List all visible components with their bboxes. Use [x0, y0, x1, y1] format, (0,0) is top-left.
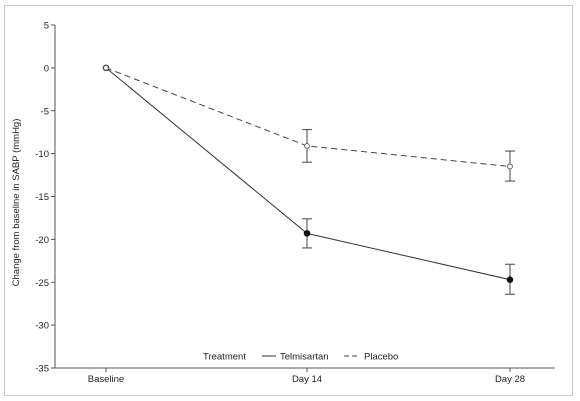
y-axis-title: Change from baseline in SABP (mmHg) — [11, 119, 22, 287]
y-tick-label: -15 — [35, 192, 49, 203]
y-tick-labels: 5 0 -5 -10 -15 -20 -25 -30 -35 — [35, 21, 49, 375]
y-tick-label: -5 — [41, 106, 49, 117]
chart-frame: 5 0 -5 -10 -15 -20 -25 -30 -35 Baseline Day 14 Day… — [4, 5, 573, 396]
data-point-placebo — [304, 143, 310, 149]
y-tick-label: 5 — [44, 21, 49, 32]
x-tick-label: Baseline — [88, 374, 124, 385]
legend-label-telmisartan: Telmisartan — [280, 352, 329, 363]
legend: Treatment Telmisartan Placebo — [203, 352, 398, 363]
x-tick-label: Day 28 — [495, 374, 525, 385]
x-tick-label: Day 14 — [292, 374, 322, 385]
series-layer — [102, 64, 515, 295]
y-tick-label: -10 — [35, 149, 49, 160]
line-chart: 5 0 -5 -10 -15 -20 -25 -30 -35 Baseline Day 14 Day… — [11, 21, 555, 385]
x-tick-labels: Baseline Day 14 Day 28 — [88, 374, 525, 385]
legend-label-placebo: Placebo — [364, 352, 398, 363]
y-tick-label: -25 — [35, 278, 49, 289]
data-point-placebo — [103, 64, 109, 71]
y-tick-label: -30 — [35, 321, 49, 332]
axes — [51, 24, 555, 372]
data-point-telmisartan — [506, 276, 514, 283]
legend-title: Treatment — [203, 352, 246, 363]
y-tick-label: -20 — [35, 235, 49, 246]
data-point-telmisartan — [303, 230, 311, 237]
data-point-placebo — [507, 163, 513, 170]
y-tick-label: -35 — [35, 364, 49, 375]
y-tick-label: 0 — [44, 63, 49, 74]
